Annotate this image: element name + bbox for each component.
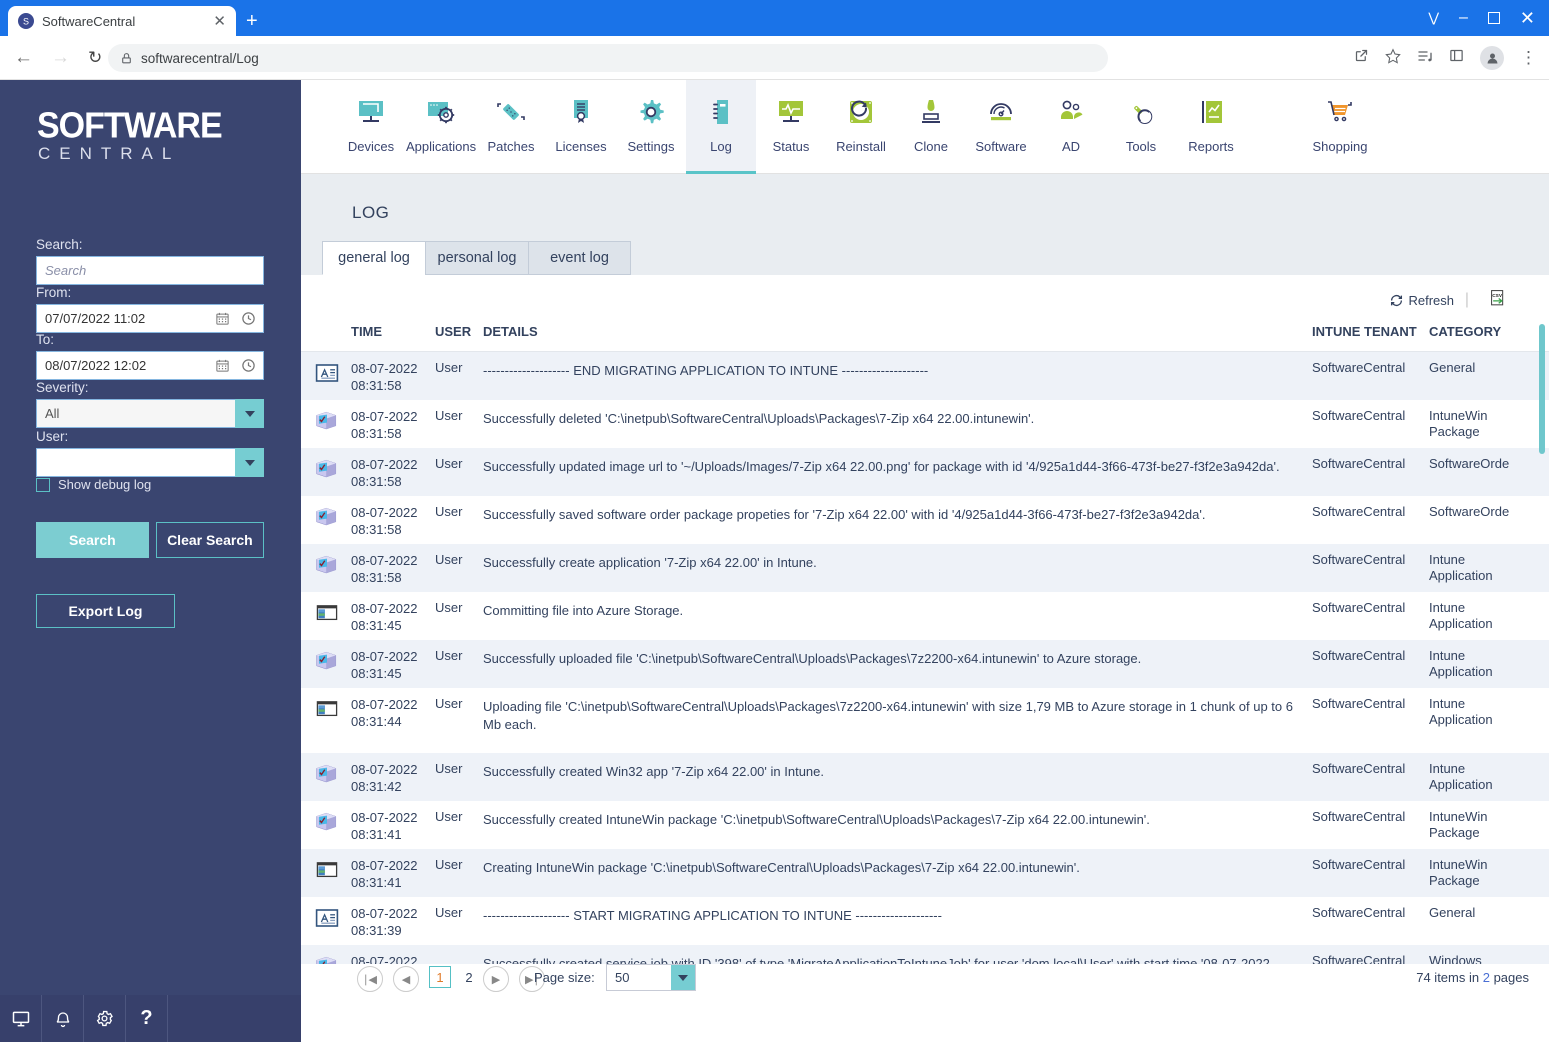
svg-text:S: S bbox=[23, 17, 29, 27]
svg-text:CSV: CSV bbox=[1492, 293, 1503, 299]
